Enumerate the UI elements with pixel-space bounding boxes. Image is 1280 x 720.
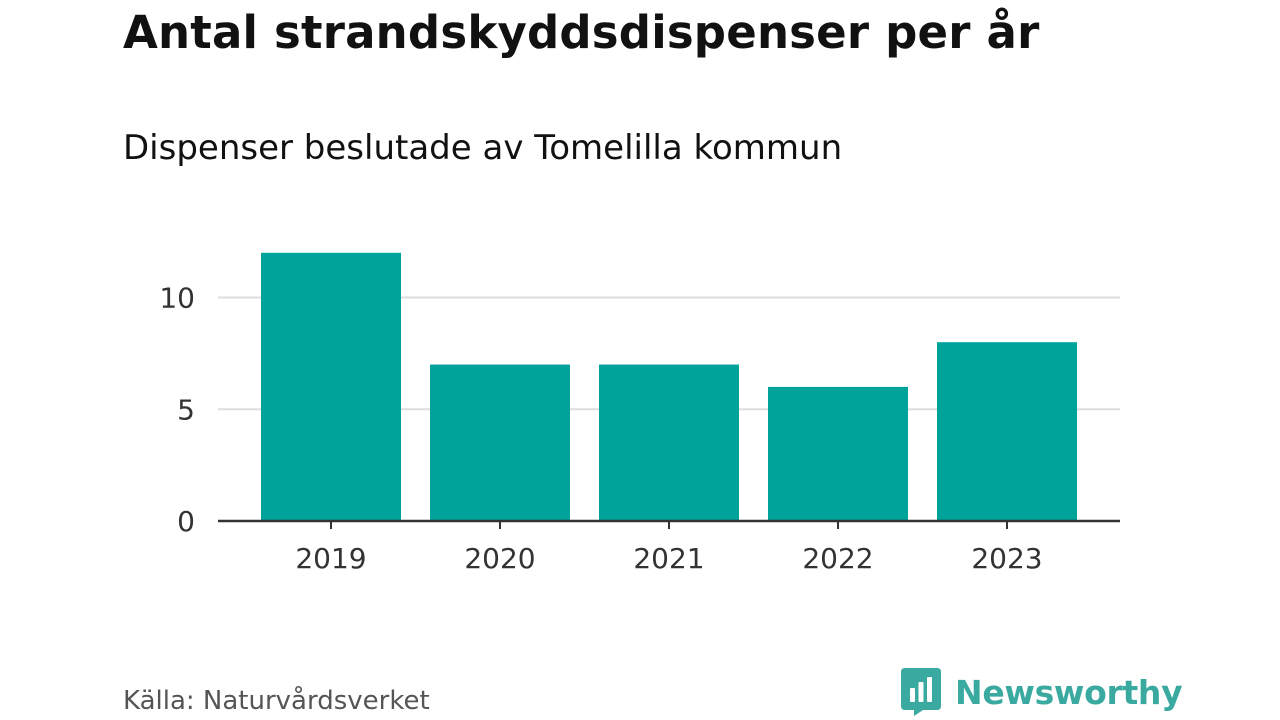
y-tick-label: 5	[177, 393, 195, 426]
chart-title: Antal strandskyddsdispenser per år	[123, 6, 1040, 59]
bar-2022	[768, 386, 908, 521]
bar-2023	[937, 342, 1077, 521]
y-tick-label: 10	[159, 282, 195, 315]
brand-name: Newsworthy	[955, 672, 1183, 712]
x-tick-label: 2023	[971, 542, 1042, 575]
x-tick-label: 2020	[464, 542, 535, 575]
x-tick-label: 2019	[295, 542, 366, 575]
x-tick-label: 2022	[802, 542, 873, 575]
brand-logo: Newsworthy	[901, 668, 1183, 716]
bar-2021	[599, 364, 739, 521]
bar-2020	[430, 364, 570, 521]
x-tick-label: 2021	[633, 542, 704, 575]
newsworthy-logo-icon	[901, 668, 941, 716]
y-tick-label: 0	[177, 505, 195, 538]
chart-subtitle: Dispenser beslutade av Tomelilla kommun	[123, 128, 843, 168]
source-note: Källa: Naturvårdsverket	[123, 686, 430, 716]
bar-2019	[261, 252, 401, 522]
